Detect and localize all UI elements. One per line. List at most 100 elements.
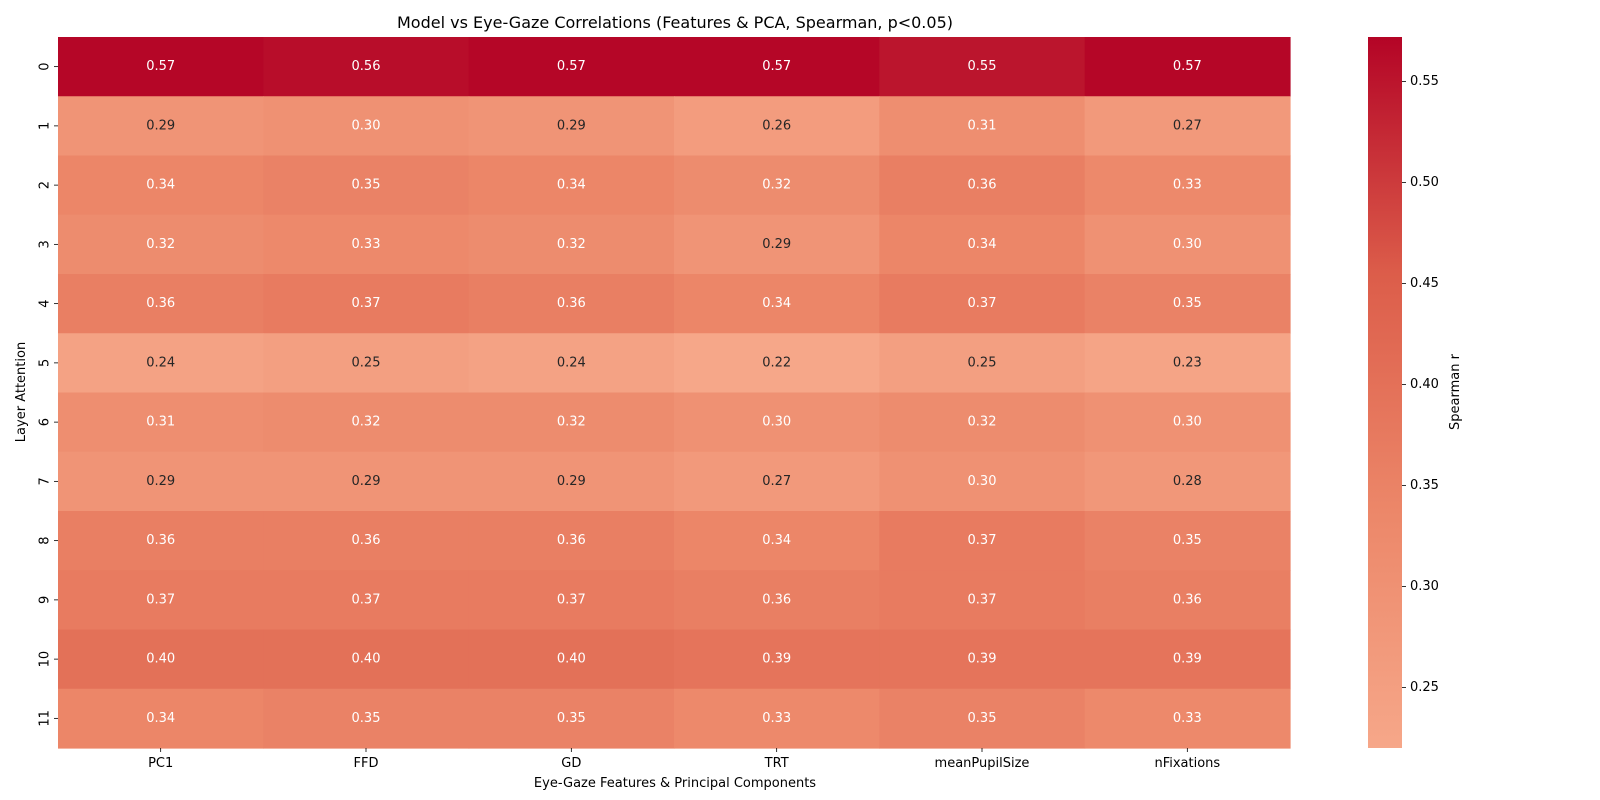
cell-value-label: 0.39 bbox=[968, 652, 997, 667]
heatmap-cell bbox=[879, 511, 1086, 571]
cell-value-label: 0.39 bbox=[1173, 652, 1202, 667]
cell-value-label: 0.37 bbox=[968, 296, 997, 311]
cell-value-label: 0.37 bbox=[557, 592, 586, 607]
cell-value-label: 0.37 bbox=[968, 533, 997, 548]
cell-value-label: 0.30 bbox=[352, 118, 381, 133]
heatmap-cell bbox=[1084, 96, 1291, 157]
chart-title: Model vs Eye-Gaze Correlations (Features… bbox=[397, 13, 953, 32]
heatmap-cell bbox=[879, 96, 1086, 157]
cell-value-label: 0.22 bbox=[762, 355, 791, 370]
heatmap-cell bbox=[58, 451, 264, 512]
heatmap-cell bbox=[58, 688, 264, 749]
heatmap-cell bbox=[1084, 688, 1291, 749]
cell-value-label: 0.34 bbox=[968, 237, 997, 252]
heatmap-cell bbox=[674, 274, 880, 334]
cell-value-label: 0.56 bbox=[352, 59, 381, 74]
heatmap-cell bbox=[58, 96, 264, 157]
cell-value-label: 0.36 bbox=[557, 296, 586, 311]
heatmap-cell bbox=[1084, 333, 1291, 394]
cell-value-label: 0.27 bbox=[1173, 118, 1202, 133]
cell-value-label: 0.36 bbox=[557, 533, 586, 548]
heatmap-cell bbox=[263, 96, 470, 157]
cell-value-label: 0.27 bbox=[762, 474, 791, 489]
cell-value-label: 0.34 bbox=[146, 178, 175, 193]
heatmap-cell bbox=[468, 155, 675, 216]
y-axis: 0 1 2 3 4 5 6 7 8 9 10 11 bbox=[38, 62, 58, 727]
y-tick-label: 4 bbox=[38, 299, 53, 307]
heatmap-cell bbox=[263, 155, 470, 216]
heatmap-cell bbox=[879, 451, 1086, 512]
cell-value-label: 0.40 bbox=[557, 652, 586, 667]
y-tick-label: 3 bbox=[38, 240, 53, 248]
cell-value-label: 0.36 bbox=[762, 592, 791, 607]
x-tick-label: PC1 bbox=[148, 756, 173, 771]
heatmap-cell bbox=[674, 511, 880, 571]
heatmap-cell bbox=[468, 96, 675, 157]
cell-value-label: 0.36 bbox=[146, 533, 175, 548]
heatmap-cells: 0.57 0.56 0.57 0.57 0.55 0.57 0.29 0.30 0.29 0.26… bbox=[58, 37, 1291, 749]
heatmap-cell bbox=[58, 392, 264, 453]
y-tick-label: 7 bbox=[38, 477, 53, 485]
heatmap-cell bbox=[674, 688, 880, 749]
x-axis: PC1 FFD GD TRT meanPupilSize nFixations bbox=[148, 748, 1220, 771]
cell-value-label: 0.34 bbox=[557, 178, 586, 193]
cell-value-label: 0.31 bbox=[146, 415, 175, 430]
cell-value-label: 0.31 bbox=[968, 118, 997, 133]
cell-value-label: 0.32 bbox=[968, 415, 997, 430]
y-tick-label: 9 bbox=[38, 596, 53, 604]
cell-value-label: 0.33 bbox=[1173, 178, 1202, 193]
cell-value-label: 0.29 bbox=[146, 118, 175, 133]
heatmap-cell bbox=[468, 274, 675, 334]
y-tick-label: 1 bbox=[38, 122, 53, 130]
heatmap-cell bbox=[468, 37, 675, 97]
cell-value-label: 0.35 bbox=[557, 711, 586, 726]
heatmap-cell bbox=[468, 511, 675, 571]
cell-value-label: 0.29 bbox=[146, 474, 175, 489]
x-tick-label: FFD bbox=[354, 756, 379, 771]
cell-value-label: 0.40 bbox=[146, 652, 175, 667]
heatmap-cell bbox=[674, 333, 880, 394]
heatmap-cell bbox=[1084, 155, 1291, 216]
cell-value-label: 0.32 bbox=[762, 178, 791, 193]
colorbar-tick-label: 0.50 bbox=[1410, 175, 1439, 190]
cell-value-label: 0.29 bbox=[557, 118, 586, 133]
heatmap-cell bbox=[674, 214, 880, 275]
colorbar bbox=[1368, 37, 1402, 748]
heatmap-cell bbox=[263, 629, 470, 690]
heatmap-cell bbox=[674, 155, 880, 216]
cell-value-label: 0.29 bbox=[557, 474, 586, 489]
heatmap-cell bbox=[879, 629, 1086, 690]
y-tick-label: 10 bbox=[38, 651, 53, 668]
heatmap-cell bbox=[879, 214, 1086, 275]
cell-value-label: 0.55 bbox=[968, 59, 997, 74]
cell-value-label: 0.37 bbox=[352, 592, 381, 607]
colorbar-tick-label: 0.35 bbox=[1410, 478, 1439, 493]
x-tick-label: TRT bbox=[764, 756, 789, 771]
heatmap-cell bbox=[879, 392, 1086, 453]
cell-value-label: 0.29 bbox=[762, 237, 791, 252]
y-tick-label: 2 bbox=[38, 181, 53, 189]
colorbar-ticks: 0.25 0.30 0.35 0.40 0.45 0.50 0.55 bbox=[1402, 74, 1439, 695]
heatmap-cell bbox=[468, 392, 675, 453]
colorbar-tick-label: 0.30 bbox=[1410, 579, 1439, 594]
cell-value-label: 0.30 bbox=[968, 474, 997, 489]
heatmap-cell bbox=[58, 511, 264, 571]
cell-value-label: 0.33 bbox=[352, 237, 381, 252]
heatmap-cell bbox=[674, 392, 880, 453]
heatmap-cell bbox=[879, 37, 1086, 97]
cell-value-label: 0.37 bbox=[146, 592, 175, 607]
heatmap-cell bbox=[1084, 214, 1291, 275]
y-tick-label: 0 bbox=[38, 62, 53, 70]
cell-value-label: 0.29 bbox=[352, 474, 381, 489]
cell-value-label: 0.35 bbox=[968, 711, 997, 726]
heatmap-cell bbox=[879, 688, 1086, 749]
heatmap-cell bbox=[1084, 274, 1291, 334]
cell-value-label: 0.57 bbox=[1173, 59, 1202, 74]
cell-value-label: 0.34 bbox=[762, 533, 791, 548]
cell-value-label: 0.24 bbox=[146, 355, 175, 370]
colorbar-label: Spearman r bbox=[1448, 353, 1463, 430]
heatmap-cell bbox=[879, 570, 1086, 631]
cell-value-label: 0.57 bbox=[762, 59, 791, 74]
heatmap-cell bbox=[263, 451, 470, 512]
